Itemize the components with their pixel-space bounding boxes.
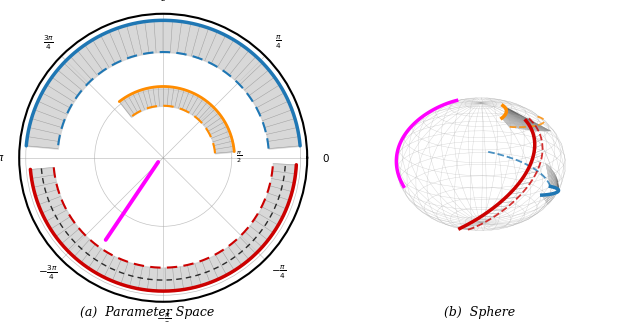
Text: $\frac{\pi}{2}$: $\frac{\pi}{2}$ <box>236 150 242 166</box>
Text: (b)  Sphere: (b) Sphere <box>444 306 516 319</box>
Text: (a)  Parameter Space: (a) Parameter Space <box>80 306 214 319</box>
